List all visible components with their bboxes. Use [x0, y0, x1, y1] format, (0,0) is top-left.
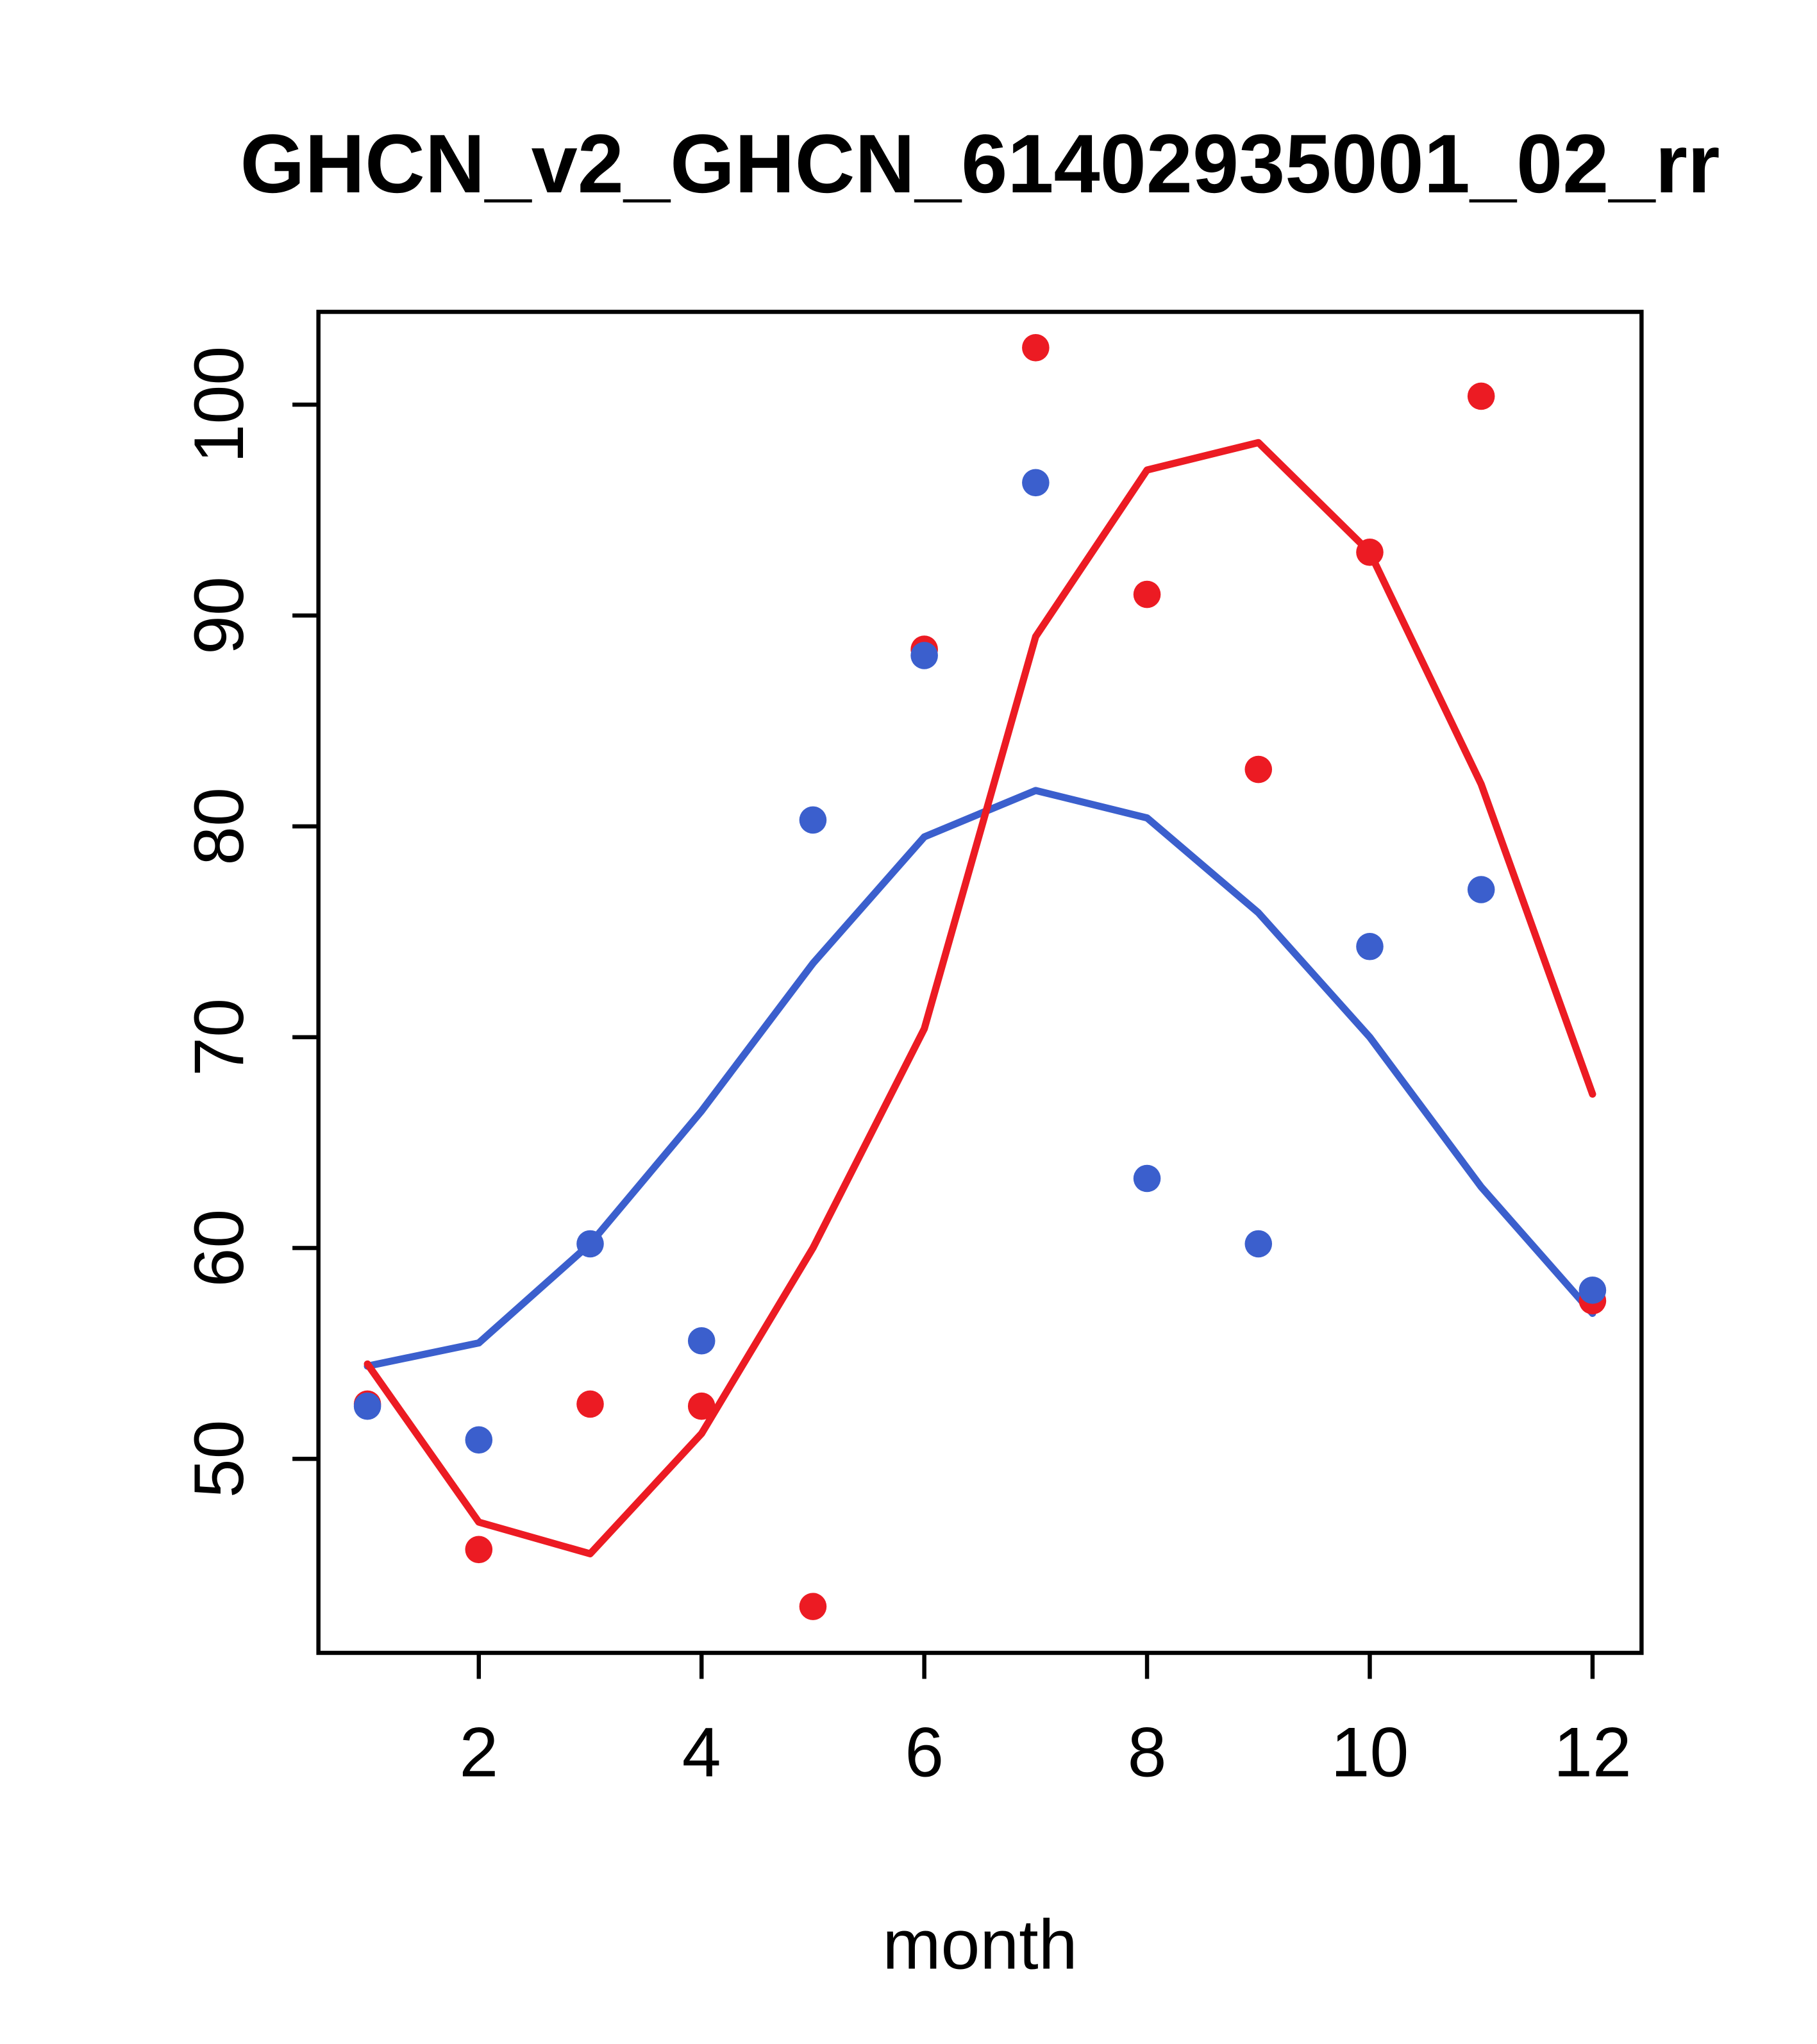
x-tick-label: 8	[1128, 1714, 1167, 1792]
x-tick-label: 4	[682, 1714, 721, 1792]
blue-point	[910, 642, 938, 669]
y-tick-label: 60	[180, 1209, 258, 1287]
red-point	[1356, 539, 1384, 566]
blue-point	[1022, 469, 1050, 497]
chart-layer: 2 4 6 8 10 12 50 60 70 80 90 100	[180, 310, 1644, 1792]
red-point	[465, 1536, 493, 1564]
blue-point	[1356, 932, 1384, 960]
x-tick-label: 6	[905, 1714, 944, 1792]
red-point	[1467, 382, 1495, 410]
chart-title: GHCN_v2_GHCN_61402935001_02_rr	[240, 118, 1720, 210]
red-point	[687, 1392, 716, 1420]
blue-point	[465, 1426, 493, 1454]
red-point	[576, 1390, 604, 1418]
red-point	[1244, 755, 1273, 783]
x-tick-label: 2	[459, 1714, 498, 1792]
blue-point	[1578, 1277, 1607, 1304]
red-point	[799, 1593, 827, 1620]
y-tick-label: 90	[180, 576, 258, 655]
blue-point	[353, 1392, 381, 1420]
y-tick-label: 80	[180, 787, 258, 866]
y-tick-label: 70	[180, 998, 258, 1076]
red-smooth-line	[364, 439, 1596, 1557]
blue-smooth-line	[364, 787, 1596, 1370]
y-tick-label: 100	[180, 346, 258, 464]
blue-point	[1133, 1164, 1161, 1193]
red-point	[1133, 580, 1161, 608]
x-axis-label: month	[882, 1906, 1077, 1984]
blue-point	[576, 1230, 604, 1258]
blue-point	[687, 1327, 716, 1355]
red-point	[1022, 334, 1050, 362]
blue-point	[799, 806, 827, 834]
x-tick-label: 12	[1553, 1714, 1632, 1792]
blue-point	[1244, 1230, 1273, 1258]
blue-point	[1467, 876, 1495, 903]
plot-frame	[316, 310, 1644, 1655]
y-tick-label: 50	[180, 1420, 258, 1498]
x-tick-label: 10	[1331, 1714, 1409, 1792]
